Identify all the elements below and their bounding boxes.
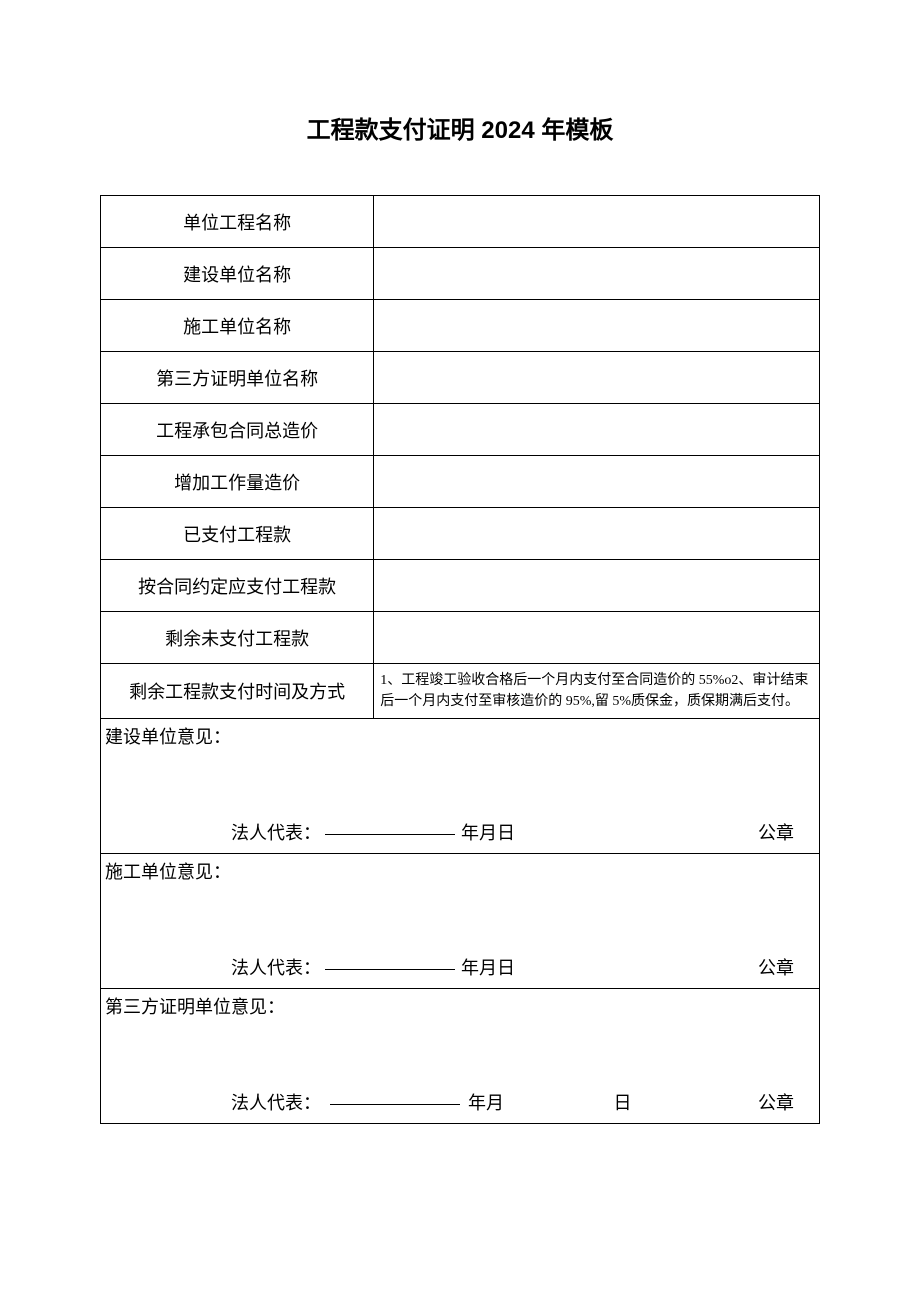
value-payment-method: 1、工程竣工验收合格后一个月内支付至合同造价的 55%o2、审计结束后一个月内支… [374, 664, 820, 719]
value-should-pay [374, 560, 820, 612]
value-contract-total [374, 404, 820, 456]
construction-signature-line: 法人代表： 年月日 公章 [101, 819, 819, 845]
date-label: 年月日 [461, 819, 515, 845]
table-row: 按合同约定应支付工程款 [101, 560, 820, 612]
table-row: 建设单位意见： 法人代表： 年月日 公章 [101, 719, 820, 854]
third-party-opinion-cell: 第三方证明单位意见： 法人代表： 年月 日 公章 [101, 989, 820, 1124]
third-party-opinion-title: 第三方证明单位意见： [105, 993, 285, 1019]
table-row: 施工单位意见： 法人代表： 年月日 公章 [101, 854, 820, 989]
rep-label: 法人代表： [231, 954, 321, 980]
value-third-party-unit [374, 352, 820, 404]
table-row: 建设单位名称 [101, 248, 820, 300]
label-contract-total: 工程承包合同总造价 [101, 404, 374, 456]
value-construction-unit [374, 248, 820, 300]
value-contractor-unit [374, 300, 820, 352]
contractor-opinion-title: 施工单位意见： [105, 858, 231, 884]
contractor-opinion-cell: 施工单位意见： 法人代表： 年月日 公章 [101, 854, 820, 989]
label-construction-unit: 建设单位名称 [101, 248, 374, 300]
table-row: 第三方证明单位意见： 法人代表： 年月 日 公章 [101, 989, 820, 1124]
label-should-pay: 按合同约定应支付工程款 [101, 560, 374, 612]
table-row: 剩余工程款支付时间及方式 1、工程竣工验收合格后一个月内支付至合同造价的 55%… [101, 664, 820, 719]
label-additional-work: 增加工作量造价 [101, 456, 374, 508]
seal-label: 公章 [758, 819, 794, 845]
contractor-signature-line: 法人代表： 年月日 公章 [101, 954, 819, 980]
label-payment-method: 剩余工程款支付时间及方式 [101, 664, 374, 719]
table-row: 剩余未支付工程款 [101, 612, 820, 664]
third-party-signature-line: 法人代表： 年月 日 公章 [101, 1089, 819, 1115]
date-label: 年月日 [461, 954, 515, 980]
table-row: 增加工作量造价 [101, 456, 820, 508]
year-month-label: 年月 [468, 1089, 504, 1115]
document-title: 工程款支付证明 2024 年模板 [100, 110, 820, 145]
signature-underline [325, 834, 455, 835]
construction-opinion-title: 建设单位意见： [105, 723, 231, 749]
seal-label: 公章 [758, 954, 794, 980]
label-paid-amount: 已支付工程款 [101, 508, 374, 560]
label-third-party-unit: 第三方证明单位名称 [101, 352, 374, 404]
label-project-name: 单位工程名称 [101, 196, 374, 248]
table-row: 施工单位名称 [101, 300, 820, 352]
seal-label: 公章 [758, 1089, 794, 1115]
payment-certificate-table: 单位工程名称 建设单位名称 施工单位名称 第三方证明单位名称 工程承包合同总造价… [100, 195, 820, 1124]
construction-opinion-cell: 建设单位意见： 法人代表： 年月日 公章 [101, 719, 820, 854]
value-remaining-unpaid [374, 612, 820, 664]
value-additional-work [374, 456, 820, 508]
signature-underline [330, 1104, 460, 1105]
table-row: 已支付工程款 [101, 508, 820, 560]
rep-label: 法人代表： [231, 819, 321, 845]
label-remaining-unpaid: 剩余未支付工程款 [101, 612, 374, 664]
value-project-name [374, 196, 820, 248]
day-label: 日 [614, 1089, 632, 1115]
label-contractor-unit: 施工单位名称 [101, 300, 374, 352]
table-row: 工程承包合同总造价 [101, 404, 820, 456]
rep-label: 法人代表： [231, 1089, 321, 1115]
signature-underline [325, 969, 455, 970]
table-row: 单位工程名称 [101, 196, 820, 248]
value-paid-amount [374, 508, 820, 560]
table-row: 第三方证明单位名称 [101, 352, 820, 404]
